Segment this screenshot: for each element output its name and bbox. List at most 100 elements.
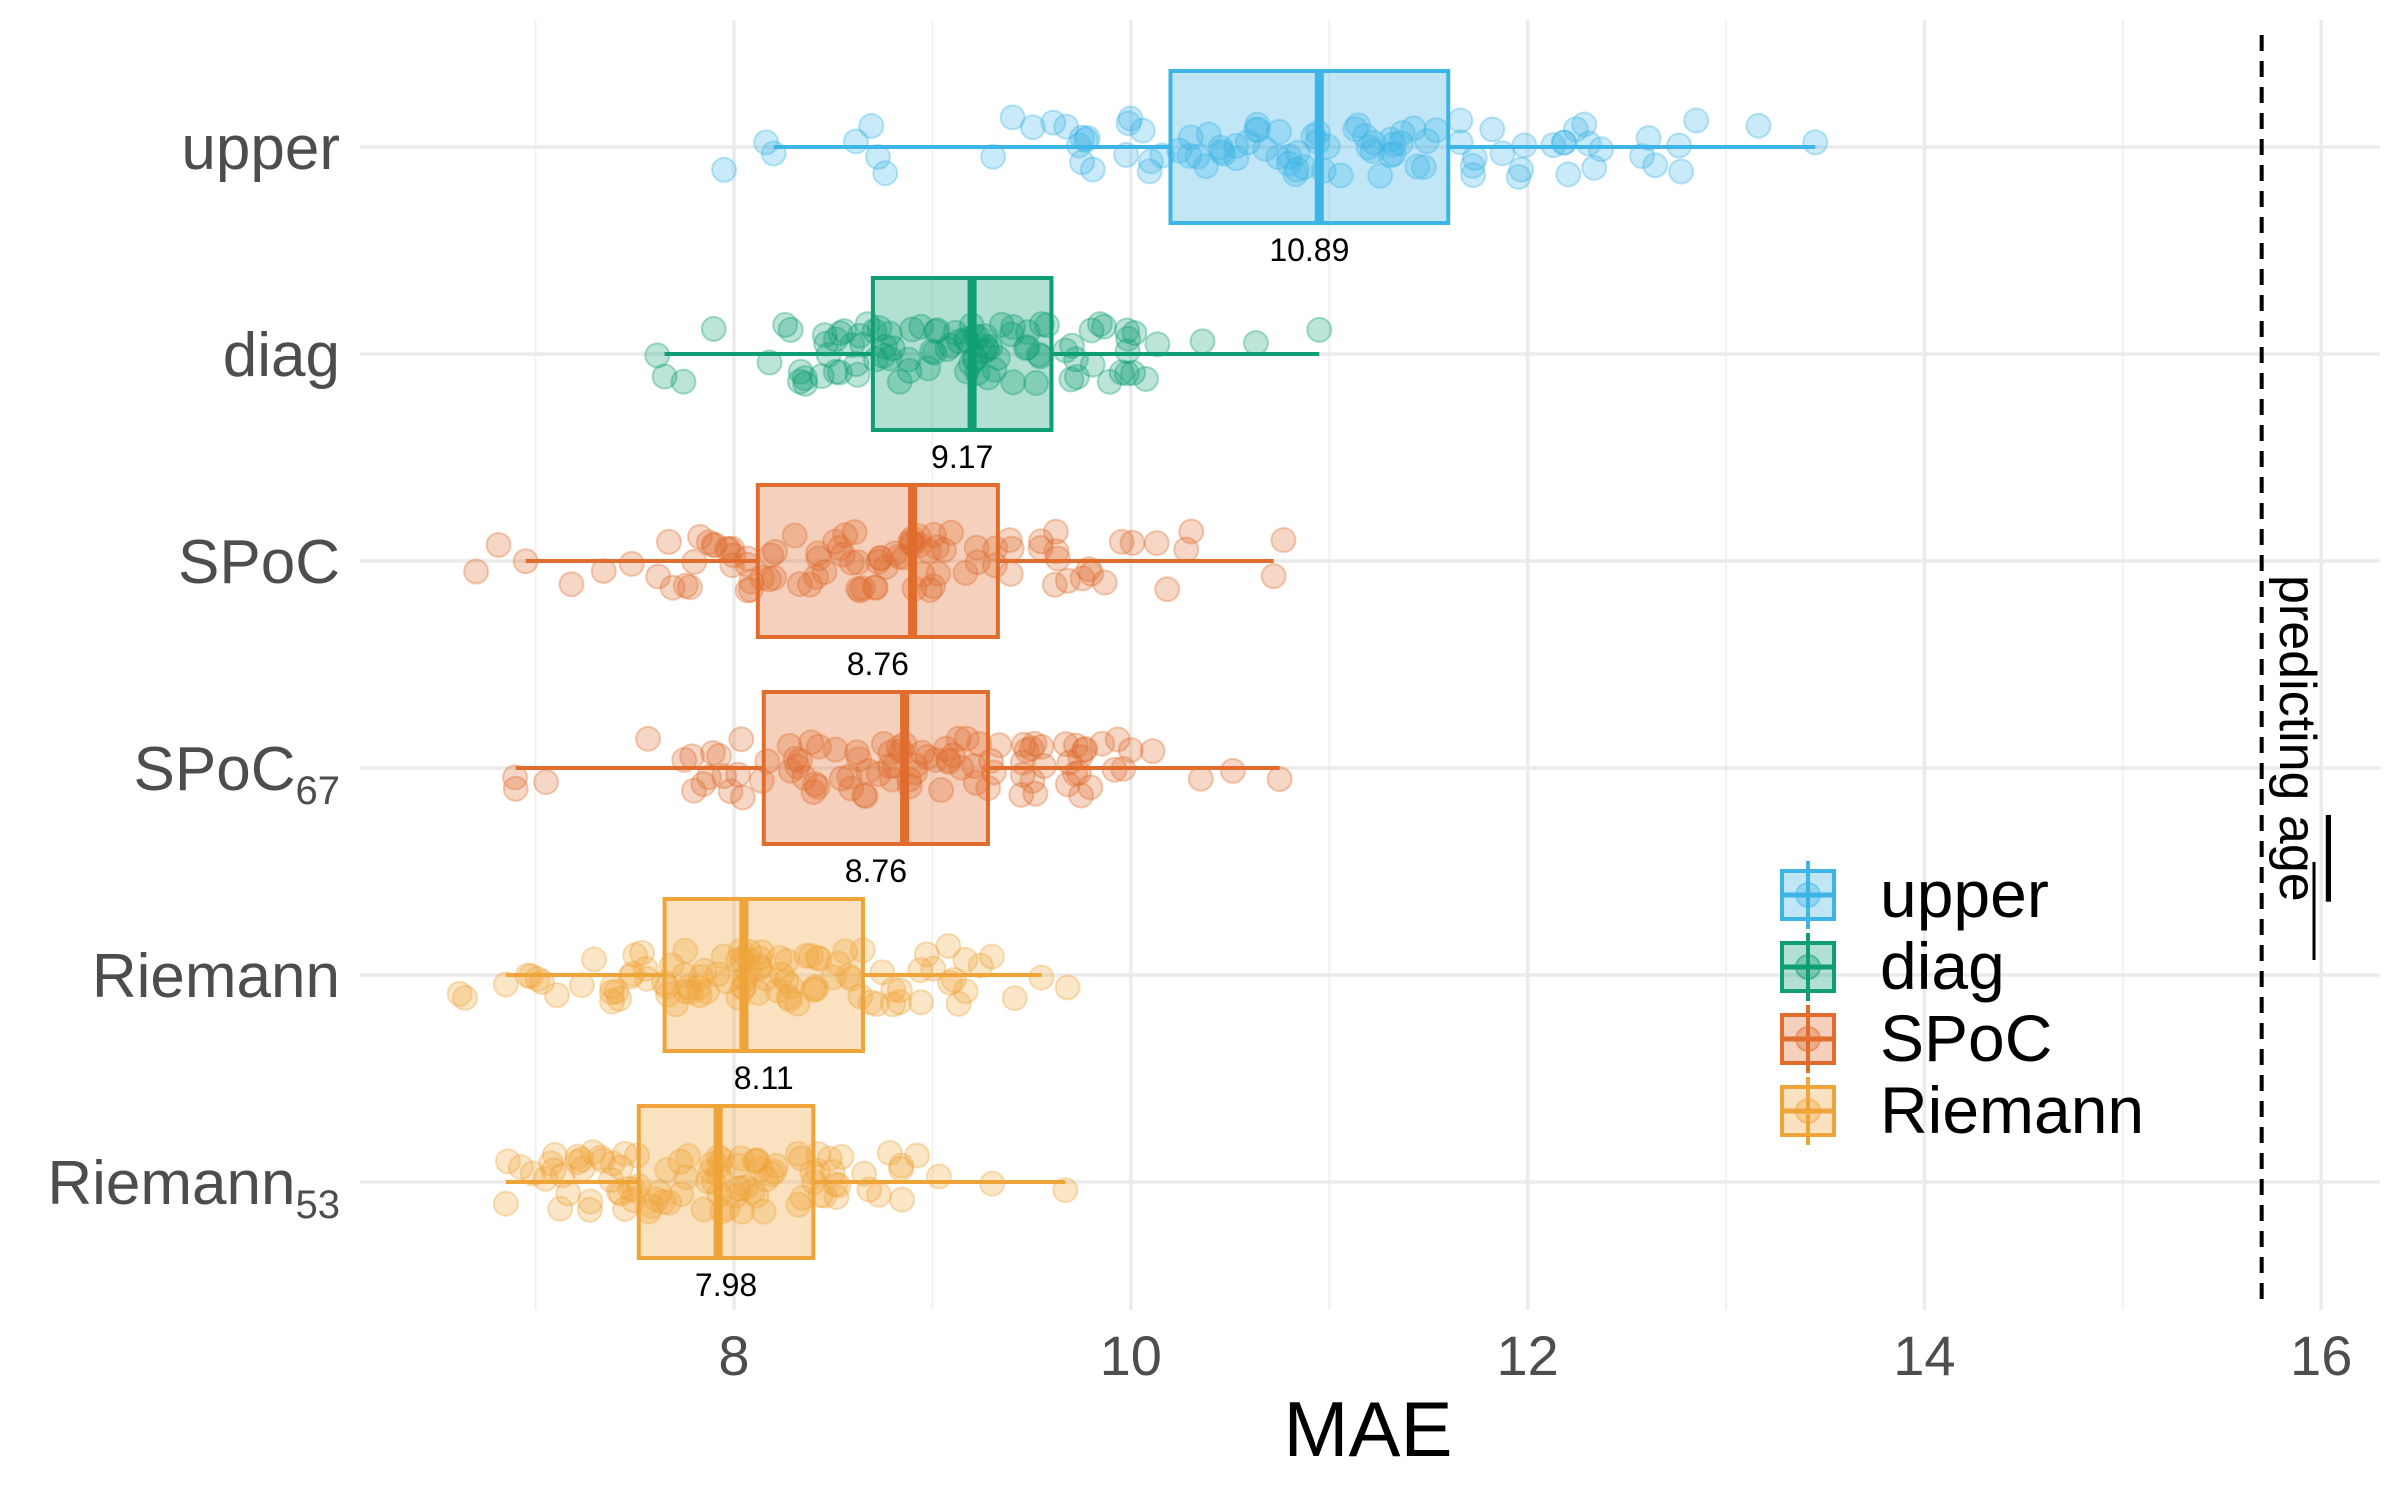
- data-point: [822, 1171, 849, 1198]
- data-point: [1053, 113, 1080, 140]
- data-point: [915, 355, 942, 382]
- data-point: [656, 1189, 683, 1216]
- data-point: [1355, 134, 1382, 161]
- data-point: [925, 560, 952, 587]
- data-point: [677, 979, 704, 1006]
- data-point: [982, 535, 1009, 562]
- data-point: [1052, 337, 1079, 364]
- data-point: [773, 948, 800, 975]
- data-point: [827, 320, 854, 347]
- data-point: [492, 971, 519, 998]
- data-point: [1010, 731, 1037, 758]
- data-point: [629, 939, 656, 966]
- data-point: [1001, 985, 1028, 1012]
- data-point: [862, 574, 889, 601]
- data-point: [886, 977, 913, 1004]
- data-point: [538, 1150, 565, 1177]
- data-point: [502, 775, 529, 802]
- data-point: [541, 1141, 568, 1168]
- data-point: [727, 1145, 754, 1172]
- data-point: [999, 104, 1026, 131]
- data-point: [1054, 771, 1081, 798]
- box-iqr: [761, 690, 990, 846]
- data-point: [569, 1155, 596, 1182]
- data-point: [772, 311, 799, 338]
- data-point: [867, 544, 894, 571]
- data-point: [686, 982, 713, 1009]
- data-point: [864, 143, 891, 170]
- data-point: [928, 777, 955, 804]
- data-point: [1019, 114, 1046, 141]
- data-point: [964, 549, 991, 576]
- data-point: [791, 764, 818, 791]
- data-point: [880, 991, 907, 1018]
- data-point: [1115, 110, 1142, 137]
- data-point: [792, 370, 819, 397]
- data-point: [547, 1195, 574, 1222]
- data-point: [940, 966, 967, 993]
- data-point: [724, 1152, 751, 1179]
- data-point: [543, 982, 570, 1009]
- data-point: [832, 938, 859, 965]
- data-point: [1022, 780, 1049, 807]
- median-value-label: 10.89: [1269, 232, 1349, 268]
- data-point: [869, 959, 896, 986]
- data-point: [844, 361, 871, 388]
- data-point: [843, 739, 870, 766]
- data-point: [589, 1147, 616, 1174]
- data-point: [710, 943, 737, 970]
- data-point: [777, 316, 804, 343]
- data-point: [777, 757, 804, 784]
- data-point: [1275, 150, 1302, 177]
- x-tick-label: 16: [2290, 1324, 2352, 1387]
- legend-key-point: [1795, 1098, 1821, 1124]
- data-point: [739, 1178, 766, 1205]
- y-axis-labels: upper diag SPoC SPoC67 Riemann Riemann53: [47, 114, 340, 1227]
- data-point: [1069, 149, 1096, 176]
- data-point: [889, 1186, 916, 1213]
- data-point: [1388, 130, 1415, 157]
- data-point: [695, 529, 722, 556]
- data-point: [1668, 158, 1695, 185]
- data-point: [1266, 766, 1293, 793]
- data-point: [782, 745, 809, 772]
- data-point: [1071, 737, 1098, 764]
- data-point: [876, 345, 903, 372]
- data-point: [876, 1139, 903, 1166]
- data-point: [1086, 311, 1113, 338]
- data-point: [934, 336, 961, 363]
- data-point: [598, 979, 625, 1006]
- data-point: [650, 1188, 677, 1215]
- data-point: [722, 1182, 749, 1209]
- data-point: [1234, 129, 1261, 156]
- data-point: [785, 1140, 812, 1167]
- data-point: [838, 549, 865, 576]
- data-point: [908, 313, 935, 340]
- data-point: [1345, 112, 1372, 139]
- data-point: [646, 1179, 673, 1206]
- data-point: [768, 961, 795, 988]
- data-point: [753, 129, 780, 156]
- data-point: [1114, 338, 1141, 365]
- y-tick-label: SPoC: [178, 528, 340, 597]
- data-point: [785, 1191, 812, 1218]
- data-point: [786, 368, 813, 395]
- data-point: [492, 1190, 519, 1217]
- data-point: [654, 981, 681, 1008]
- data-point: [693, 978, 720, 1005]
- data-point: [1195, 121, 1222, 148]
- data-point: [828, 1143, 855, 1170]
- data-point: [1054, 974, 1081, 1001]
- data-point: [1040, 109, 1067, 136]
- data-point: [1192, 153, 1219, 180]
- data-point: [1447, 129, 1474, 156]
- data-point: [896, 357, 923, 384]
- data-point: [802, 771, 829, 798]
- data-point: [1184, 143, 1211, 170]
- x-axis-ticks: 8 10 12 14 16: [718, 1324, 2352, 1387]
- data-point: [576, 1196, 603, 1223]
- data-point: [581, 946, 608, 973]
- data-point: [844, 549, 871, 576]
- data-point: [1207, 134, 1234, 161]
